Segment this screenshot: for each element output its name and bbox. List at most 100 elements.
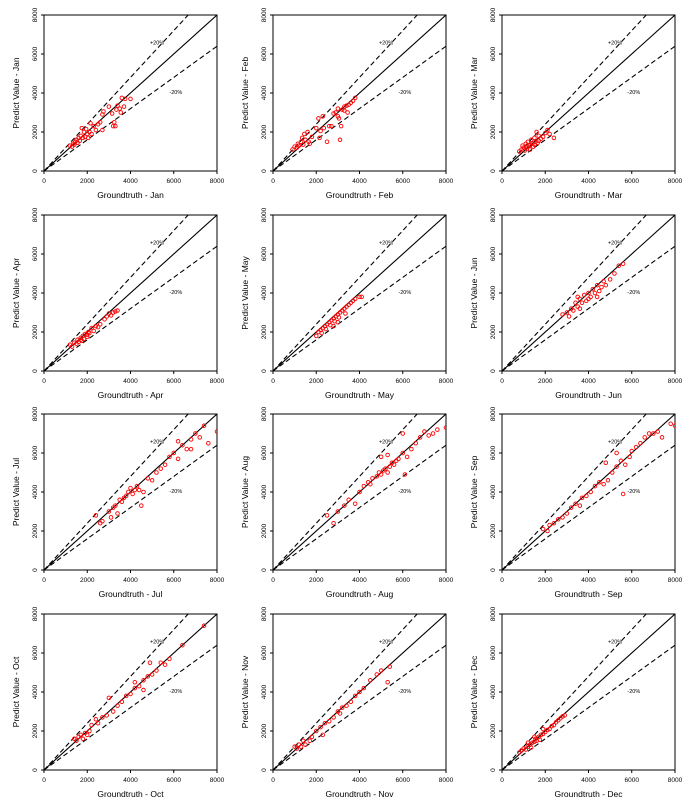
plus20-line [502, 414, 647, 570]
plus20-line [44, 414, 189, 570]
minus20-label: -20% [169, 290, 182, 296]
x-tick-label: 8000 [210, 378, 225, 385]
y-axis-title: Predict Value - Aug [240, 456, 250, 528]
data-point [86, 329, 91, 335]
data-point [387, 664, 393, 669]
x-tick-label: 8000 [439, 178, 454, 185]
data-point [545, 528, 550, 534]
x-axis-title: Groundtruth - Dec [554, 789, 623, 799]
data-point [320, 732, 325, 738]
data-point [426, 433, 431, 438]
y-tick-label: 6000 [261, 46, 268, 61]
x-tick-label: 6000 [396, 777, 411, 784]
y-tick-label: 4000 [490, 684, 497, 699]
data-point [523, 144, 529, 149]
data-point [336, 315, 342, 320]
scatter-panel-feb: +20% -20% 0 2000 4000 6000 8000 0 2000 4000 6000 80… [240, 7, 454, 200]
x-tick-label: 4000 [581, 178, 596, 185]
x-tick-label: 4000 [352, 178, 367, 185]
y-tick-label: 4000 [261, 85, 268, 100]
data-point [110, 310, 116, 315]
data-point [352, 296, 358, 302]
data-point [335, 509, 341, 514]
data-point [528, 137, 534, 143]
data-point [93, 717, 99, 722]
plus20-label: +20% [150, 639, 164, 645]
y-tick-label: 4000 [490, 285, 497, 300]
data-point [201, 623, 207, 628]
data-point [430, 431, 436, 436]
data-point [115, 703, 120, 708]
data-point [314, 125, 319, 131]
data-point [588, 489, 593, 495]
data-point [385, 470, 390, 475]
y-tick-label: 6000 [32, 46, 39, 61]
minus20-line [502, 245, 675, 371]
data-point [113, 309, 118, 314]
data-point [537, 737, 543, 743]
data-point [599, 284, 604, 290]
plus20-line [502, 614, 647, 770]
data-point [549, 723, 554, 729]
scatter-panel-jan: +20% -20% 0 2000 4000 6000 8000 0 2000 4000 6000 80… [11, 7, 225, 200]
minus20-line [273, 45, 446, 171]
data-point [555, 517, 561, 522]
data-point [292, 144, 297, 149]
data-point [108, 313, 114, 318]
data-point [532, 142, 537, 147]
x-tick-label: 6000 [625, 178, 640, 185]
x-tick-label: 6000 [167, 577, 182, 584]
x-tick-label: 6000 [167, 378, 182, 385]
data-point [378, 454, 384, 460]
y-tick-label: 4000 [261, 684, 268, 699]
data-point [95, 324, 101, 330]
data-point [527, 142, 533, 147]
data-point [154, 470, 159, 475]
x-axis-title: Groundtruth - Oct [97, 789, 164, 799]
y-tick-label: 8000 [490, 406, 497, 421]
x-tick-label: 0 [500, 577, 504, 584]
data-point [74, 738, 79, 744]
data-points [314, 294, 364, 339]
x-tick-label: 6000 [396, 378, 411, 385]
data-point [338, 123, 344, 129]
data-point [530, 740, 535, 745]
y-axis-title: Predict Value - Jan [11, 57, 21, 128]
data-point [610, 470, 615, 475]
data-point [335, 114, 341, 119]
plus20-label: +20% [379, 240, 393, 246]
data-point [581, 292, 587, 298]
identity-line [502, 614, 675, 770]
x-tick-label: 0 [271, 777, 275, 784]
data-point [309, 134, 315, 140]
data-point [623, 462, 628, 467]
data-point [335, 320, 341, 325]
data-point [117, 106, 122, 111]
data-point [139, 503, 144, 508]
x-tick-label: 2000 [80, 777, 95, 784]
data-point [307, 141, 313, 146]
y-tick-label: 4000 [32, 484, 39, 499]
data-point [344, 103, 349, 108]
data-point [579, 495, 585, 501]
minus20-line [44, 444, 217, 570]
data-point [108, 515, 114, 520]
data-point [80, 135, 86, 141]
data-point [594, 294, 600, 300]
data-point [409, 446, 414, 452]
data-point [527, 147, 533, 152]
data-point [443, 425, 446, 430]
data-point [321, 125, 327, 131]
x-tick-label: 4000 [352, 577, 367, 584]
data-point [324, 139, 330, 144]
data-point [301, 142, 306, 147]
data-point [385, 452, 390, 458]
data-point [391, 462, 397, 467]
y-tick-label: 4000 [490, 85, 497, 100]
data-point [603, 282, 609, 288]
y-tick-label: 8000 [32, 7, 39, 22]
data-point [337, 711, 343, 716]
plus20-line [273, 215, 418, 371]
plus20-label: +20% [608, 639, 622, 645]
